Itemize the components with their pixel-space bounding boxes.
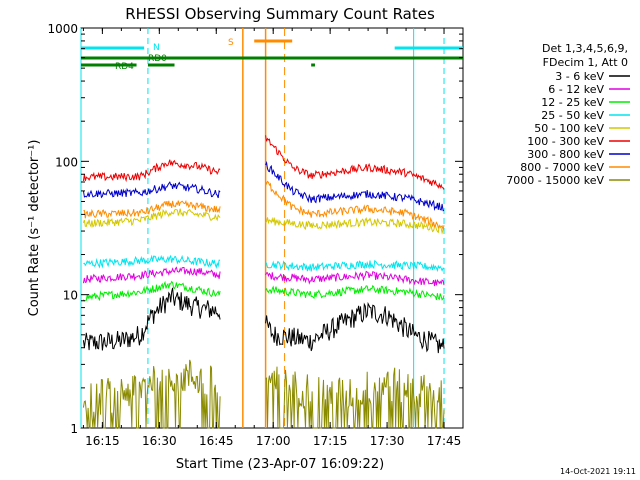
y-tick-label-2: 100 bbox=[55, 155, 78, 169]
legend-label-8: 7000 - 15000 keV bbox=[506, 174, 604, 187]
flag-s-label: S bbox=[228, 38, 234, 48]
y-axis: 1 10 100 1000 bbox=[47, 22, 463, 436]
x-tick-label-3: 17:00 bbox=[256, 434, 291, 448]
x-axis-label: Start Time (23-Apr-07 16:09:22) bbox=[176, 457, 384, 472]
x-axis: 16:15 16:30 16:45 17:00 17:15 17:30 17:45 bbox=[82, 28, 464, 448]
series-1-line bbox=[82, 266, 445, 287]
legend-label-6: 300 - 800 keV bbox=[527, 148, 604, 161]
y-tick-label-0: 1 bbox=[70, 422, 78, 436]
series-6-line bbox=[82, 160, 445, 212]
y-tick-label-1: 10 bbox=[63, 289, 78, 303]
series-5-line bbox=[82, 135, 445, 190]
x-tick-label-1: 16:30 bbox=[142, 434, 177, 448]
legend-label-4: 50 - 100 keV bbox=[534, 122, 604, 135]
series-0-line bbox=[82, 287, 445, 354]
x-tick-label-5: 17:30 bbox=[370, 434, 405, 448]
x-tick-label-2: 16:45 bbox=[199, 434, 234, 448]
series-7-line bbox=[83, 180, 445, 230]
flag-rd4-label: RD4 bbox=[115, 62, 134, 72]
series-layer bbox=[82, 135, 445, 429]
legend-header-line-2: FDecim 1, Att 0 bbox=[543, 56, 628, 69]
legend-header-line-1: Det 1,3,4,5,6,9, bbox=[542, 42, 628, 55]
y-axis-label: Count Rate (s⁻¹ detector⁻¹) bbox=[27, 140, 42, 317]
legend-label-7: 800 - 7000 keV bbox=[520, 161, 604, 174]
flag-rd0-label: RD0 bbox=[148, 54, 167, 64]
x-tick-label-6: 17:45 bbox=[427, 434, 462, 448]
legend-label-2: 12 - 25 keV bbox=[541, 96, 604, 109]
timestamp: 14-Oct-2021 19:11 bbox=[560, 467, 636, 476]
series-4-line bbox=[82, 208, 445, 235]
flag-n-label: N bbox=[153, 43, 160, 53]
x-tick-label-4: 17:15 bbox=[313, 434, 348, 448]
legend-label-1: 6 - 12 keV bbox=[548, 83, 604, 96]
chart-title: RHESSI Observing Summary Count Rates bbox=[125, 5, 435, 23]
series-2-line bbox=[83, 280, 445, 302]
legend-label-0: 3 - 6 keV bbox=[555, 70, 604, 83]
y-tick-label-3: 1000 bbox=[47, 22, 78, 36]
legend-label-3: 25 - 50 keV bbox=[541, 109, 604, 122]
legend: Det 1,3,4,5,6,9, FDecim 1, Att 0 3 - 6 k… bbox=[506, 42, 630, 187]
x-tick-label-0: 16:15 bbox=[85, 434, 120, 448]
series-3-line bbox=[83, 254, 445, 273]
time-markers bbox=[80, 28, 445, 428]
legend-label-5: 100 - 300 keV bbox=[527, 135, 604, 148]
series-8-line bbox=[82, 359, 445, 429]
